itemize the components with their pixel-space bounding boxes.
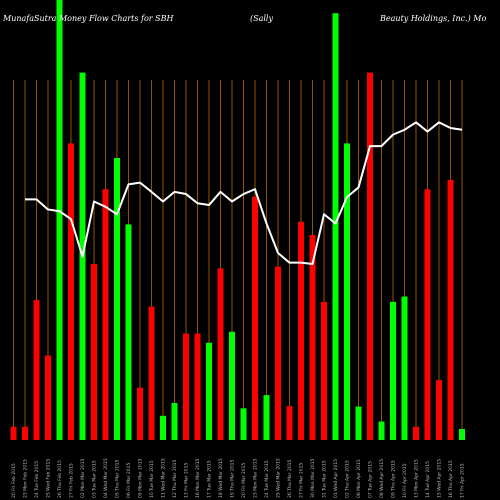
bar [447, 179, 454, 440]
x-tick-label: 17 Tue Mar 2015 [207, 460, 213, 498]
bar [390, 301, 396, 440]
x-tick-label: 24 Tue Mar 2015 [264, 460, 270, 498]
bar [171, 403, 178, 440]
bar [332, 13, 339, 440]
bar [275, 266, 281, 440]
bar [137, 387, 143, 440]
bar [252, 196, 258, 440]
x-tick-label: 13 Fri Mar 2015 [184, 463, 190, 498]
x-tick-label: 25 Wed Mar 2015 [276, 458, 282, 498]
bar [367, 72, 373, 440]
money-flow-line [25, 121, 463, 265]
x-tick-label: 24 Tue Feb 2015 [34, 461, 40, 498]
x-tick-label: 13 Mon Apr 2015 [414, 459, 420, 498]
bar [321, 301, 327, 440]
x-tick-label: 15 Wed Apr 2015 [437, 459, 443, 498]
x-tick-label: 06 Fri Mar 2015 [126, 463, 132, 498]
x-tick-label: 08 Wed Apr 2015 [379, 459, 385, 498]
bar [355, 406, 362, 440]
x-tick-label: 07 Tue Apr 2015 [368, 461, 374, 498]
x-tick-label: 18 Wed Mar 2015 [218, 458, 224, 498]
bar [309, 234, 316, 440]
bar [91, 264, 97, 440]
x-tick-label: 23 Mon Mar 2015 [253, 458, 259, 498]
x-tick-label: 16 Mon Mar 2015 [195, 458, 201, 498]
chart-header-middle: (Sally [250, 14, 273, 23]
bar [33, 300, 40, 440]
bar [206, 342, 212, 440]
bar [298, 221, 304, 440]
x-tick-label: 11 Wed Mar 2015 [161, 458, 167, 498]
bar [436, 380, 442, 440]
bar [148, 306, 155, 440]
x-tick-label: 27 Fri Mar 2015 [299, 463, 305, 498]
bar [56, 0, 63, 440]
x-tick-label: 09 Thu Apr 2015 [391, 460, 397, 498]
x-tick-label: 23 Mon Feb 2015 [23, 459, 29, 498]
bar [424, 189, 431, 440]
x-tick-label: 06 Mon Apr 2015 [356, 459, 362, 498]
x-tick-label: 31 Tue Mar 2015 [322, 460, 328, 498]
x-tick-label: 10 Tue Mar 2015 [149, 460, 155, 498]
x-tick-label: 14 Tue Apr 2015 [425, 461, 431, 498]
x-tick-labels: 20 Fri Feb 2015 23 Mon Feb 2015 24 Tue Feb… [11, 458, 466, 498]
bar [102, 189, 109, 440]
bar [114, 157, 120, 440]
x-tick-label: 03 Tue Mar 2015 [92, 460, 98, 498]
bar [194, 333, 201, 440]
bar [229, 331, 235, 440]
x-tick-label: 27 Fri Feb 2015 [69, 463, 75, 498]
bar [240, 408, 247, 440]
bar [459, 429, 465, 440]
bar [160, 415, 166, 440]
bar [378, 421, 385, 440]
bar [10, 426, 17, 440]
bar [45, 355, 51, 440]
x-tick-label: 25 Wed Feb 2015 [46, 459, 52, 498]
x-tick-label: 12 Thu Mar 2015 [172, 459, 178, 498]
chart-header-left: MunafaSutra Money Flow Charts for SBH [2, 14, 174, 23]
x-tick-label: 26 Thu Feb 2015 [57, 460, 63, 498]
chart-header-right: Beauty Holdings, Inc.) Mo [379, 14, 487, 23]
bar [263, 395, 270, 440]
bar [22, 426, 28, 440]
x-tick-label: 26 Thu Mar 2015 [287, 459, 293, 498]
bar [217, 268, 224, 440]
bar [344, 143, 350, 440]
bar [183, 333, 189, 440]
x-tick-label: 02 Thu Apr 2015 [345, 460, 351, 498]
bar [125, 224, 132, 440]
bar [401, 296, 408, 440]
x-tick-label: 17 Fri Apr 2015 [460, 463, 466, 498]
x-tick-label: 16 Thu Apr 2015 [448, 460, 454, 498]
x-tick-label: 30 Mon Mar 2015 [310, 458, 316, 498]
x-tick-label: 01 Wed Apr 2015 [333, 459, 339, 498]
money-flow-line-layer [25, 121, 463, 265]
x-tick-label: 09 Mon Mar 2015 [138, 458, 144, 498]
bar [413, 426, 419, 440]
x-tick-label: 04 Wed Mar 2015 [103, 458, 109, 498]
x-tick-label: 05 Thu Mar 2015 [115, 459, 121, 498]
x-tick-label: 20 Fri Feb 2015 [11, 463, 17, 498]
x-tick-label: 20 Fri Mar 2015 [241, 463, 247, 498]
x-tick-label: 02 Mon Mar 2015 [80, 458, 86, 498]
bar [286, 406, 293, 440]
bar [68, 143, 74, 440]
x-tick-label: 19 Thu Mar 2015 [230, 459, 236, 498]
x-tick-label: 10 Fri Apr 2015 [402, 463, 408, 498]
